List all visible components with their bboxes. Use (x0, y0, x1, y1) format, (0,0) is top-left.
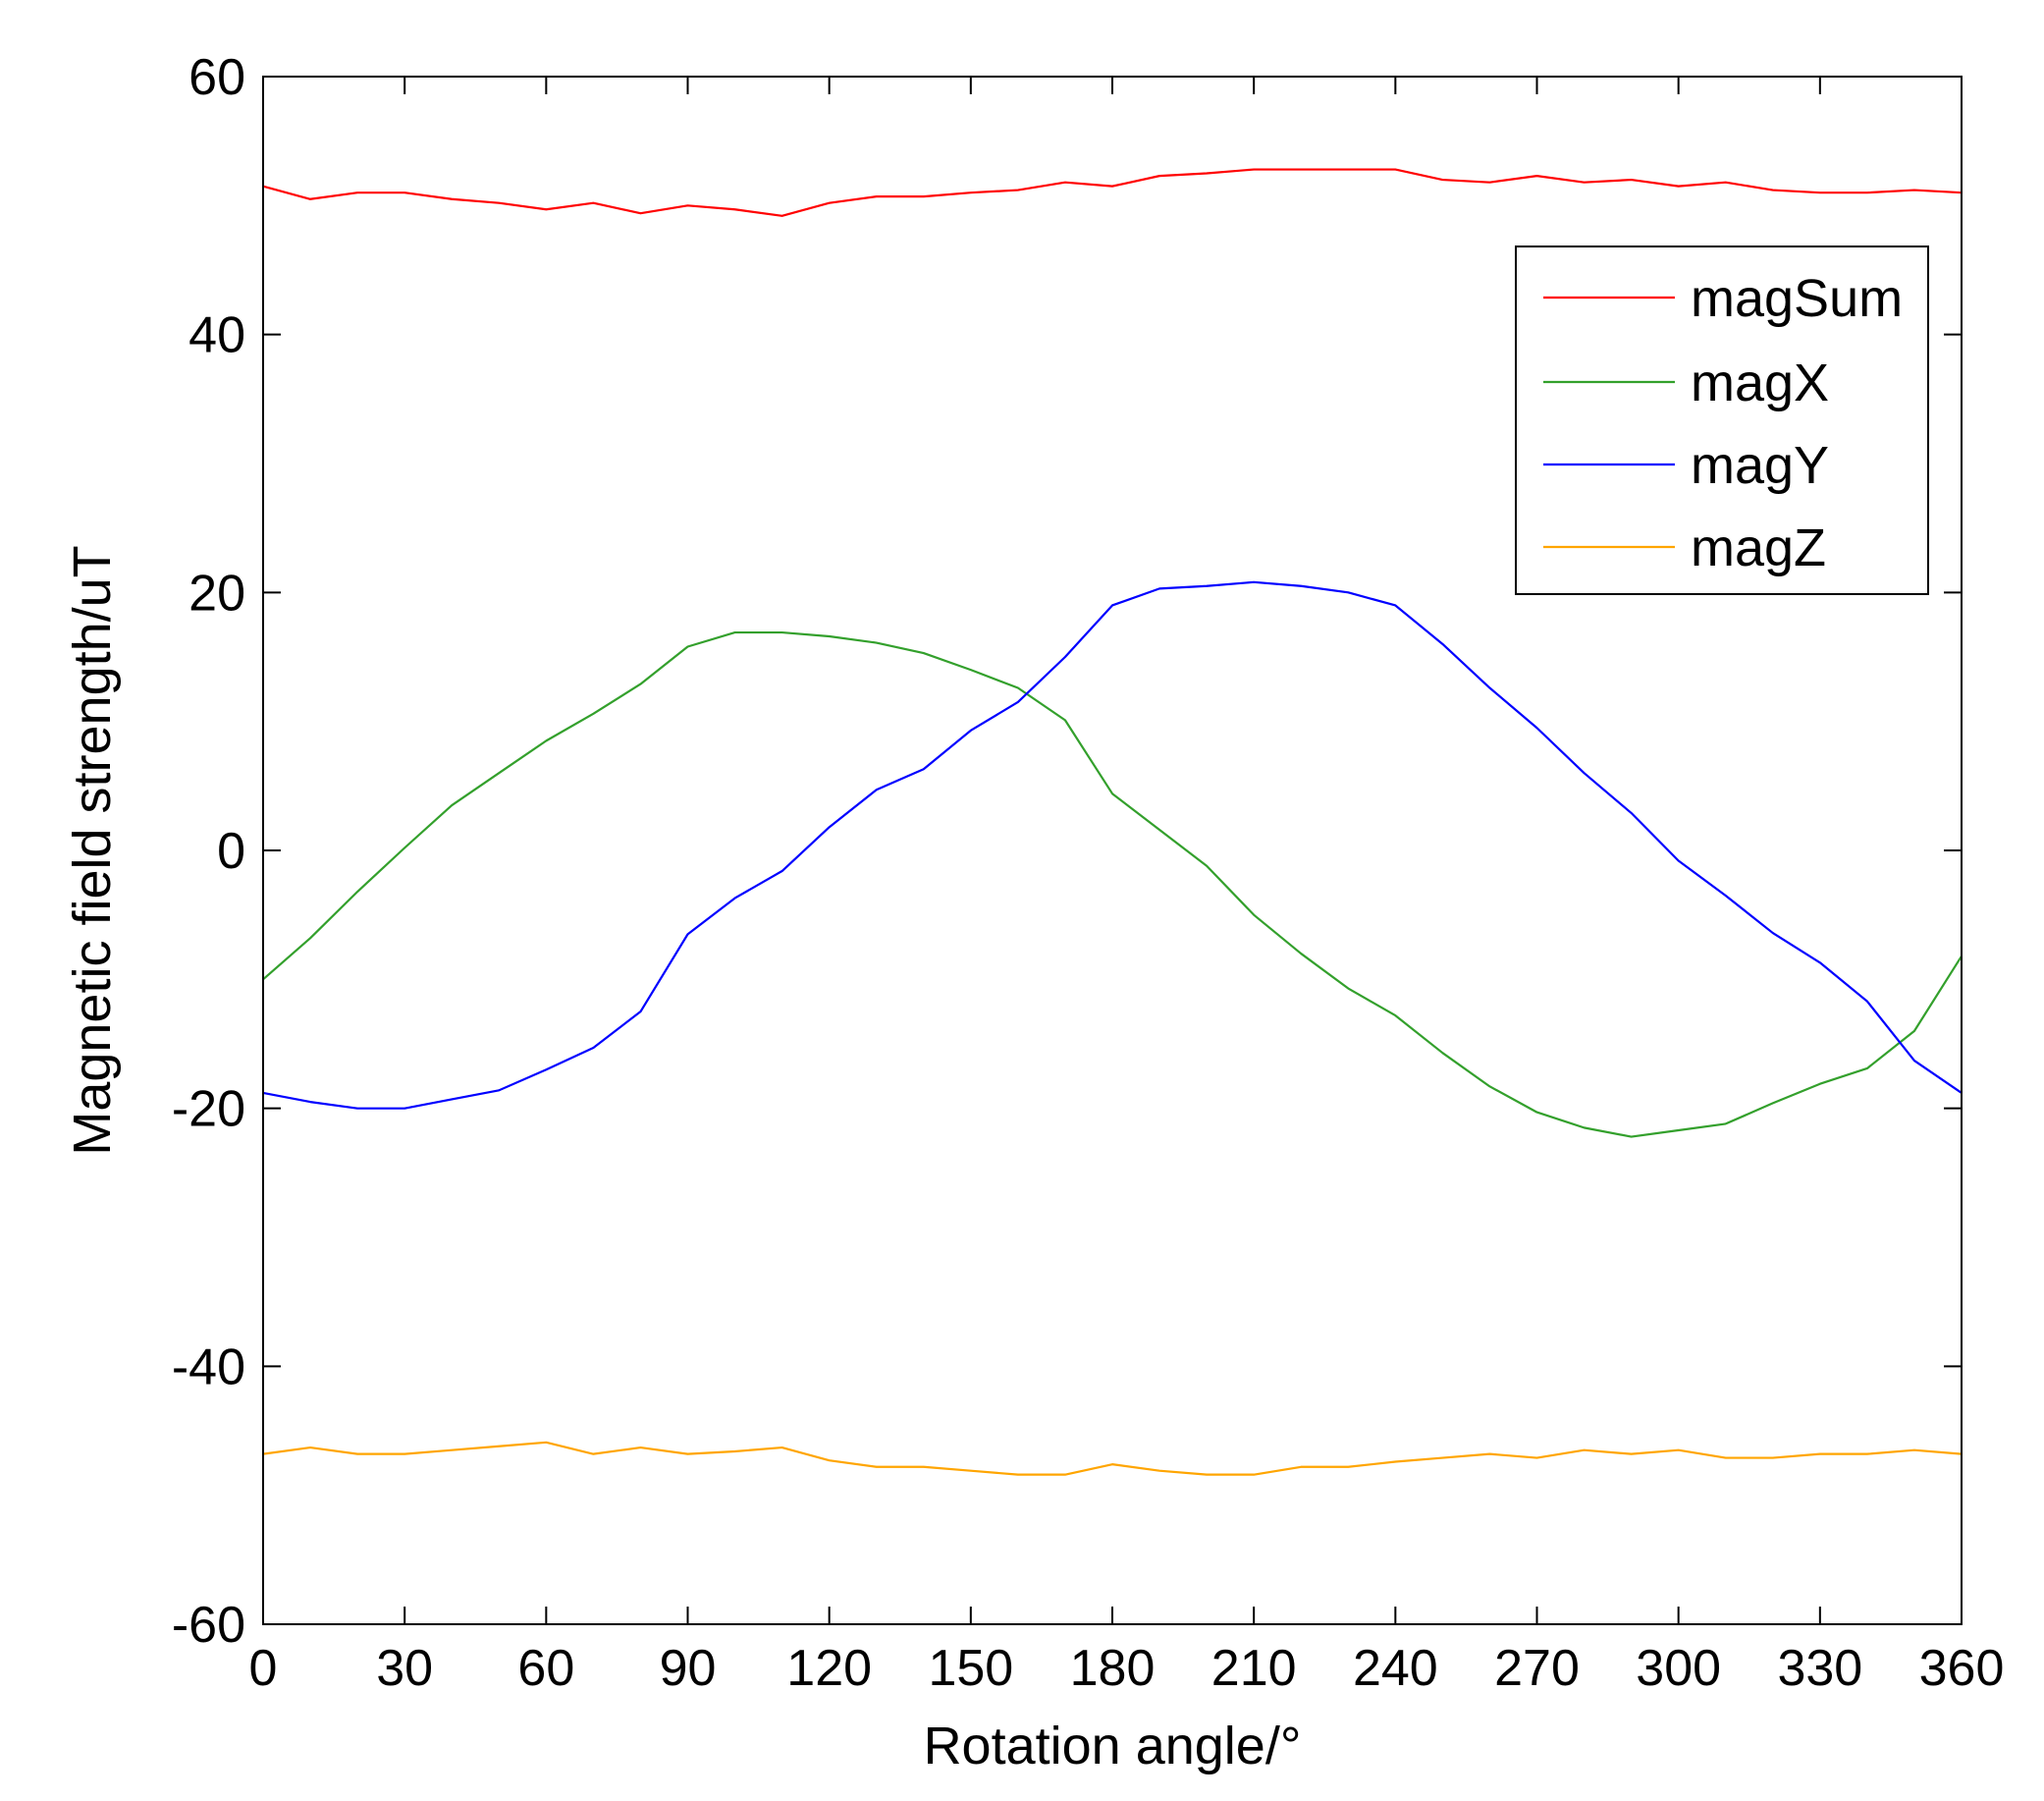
legend-label-magX: magX (1691, 354, 1829, 412)
legend-label-magZ: magZ (1691, 518, 1826, 577)
x-tick-label: 60 (517, 1640, 574, 1697)
y-tick-label: 60 (188, 49, 245, 106)
y-axis-title: Magnetic field strength/uT (63, 545, 122, 1155)
y-tick-label: 40 (188, 307, 245, 364)
y-tick-label: -40 (172, 1338, 245, 1395)
x-tick-label: 360 (1919, 1640, 2005, 1697)
ticks-layer (262, 76, 1963, 1625)
legend-box (1515, 246, 1929, 595)
x-axis-title: Rotation angle/° (924, 1717, 1302, 1775)
x-tick-label: 240 (1353, 1640, 1438, 1697)
x-tick-label: 0 (249, 1640, 278, 1697)
legend-label-magSum: magSum (1691, 269, 1903, 328)
y-tick-label: -20 (172, 1081, 245, 1138)
y-tick-label: 20 (188, 565, 245, 622)
x-tick-label: 300 (1636, 1640, 1721, 1697)
x-tick-label: 330 (1777, 1640, 1862, 1697)
y-tick-label: -60 (172, 1597, 245, 1654)
series-line-magSum (262, 168, 1963, 217)
x-tick-label: 210 (1211, 1640, 1297, 1697)
y-tick-label: 0 (217, 823, 245, 880)
series-line-magZ (262, 1441, 1963, 1476)
series-layer (262, 168, 1963, 1476)
x-tick-label: 150 (928, 1640, 1013, 1697)
x-tick-label: 180 (1070, 1640, 1156, 1697)
x-tick-label: 30 (376, 1640, 433, 1697)
legend-label-magY: magY (1691, 436, 1829, 495)
series-line-magX (262, 630, 1963, 1138)
series-line-magY (262, 580, 1963, 1110)
x-tick-label: 120 (786, 1640, 872, 1697)
x-tick-label: 90 (660, 1640, 717, 1697)
tick-labels-layer: 0 30 60 90 120 150 180 210 240 270 300 330 360 -60 -40… (172, 49, 2005, 1697)
x-tick-label: 270 (1494, 1640, 1580, 1697)
legend: magSum magX magY magZ (1515, 246, 1929, 595)
